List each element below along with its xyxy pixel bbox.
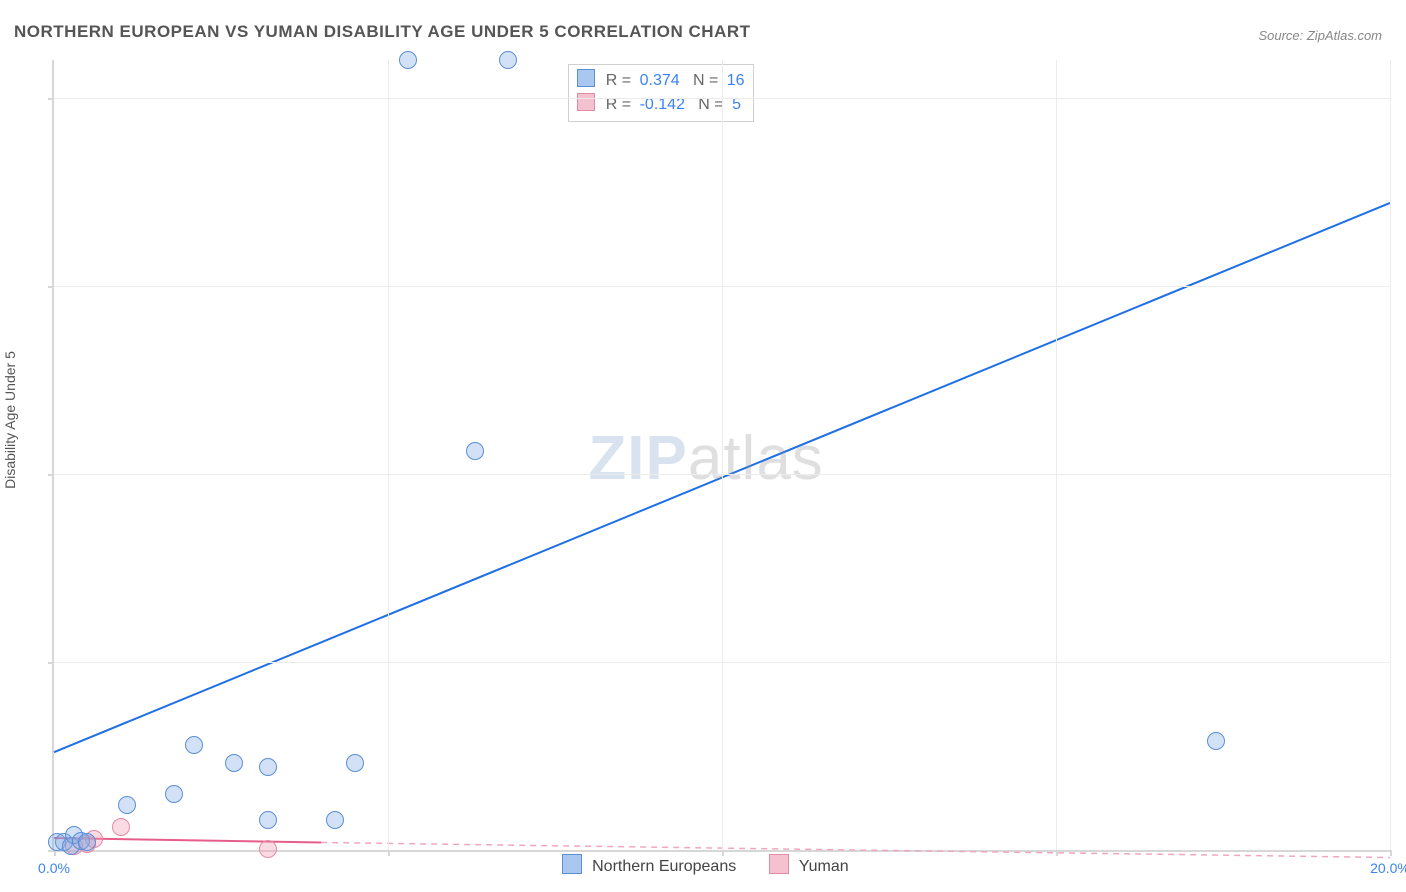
legend-swatch-series2 bbox=[769, 854, 789, 874]
stats-row-series2: R = -0.142 N = 5 bbox=[577, 93, 744, 117]
tick-y bbox=[48, 286, 54, 288]
chart-plot-area: ZIPatlas R = 0.374 N = 16 R = -0.142 N =… bbox=[52, 60, 1390, 852]
scatter-point-series1 bbox=[185, 736, 203, 754]
legend-item-series2: Yuman bbox=[769, 854, 849, 876]
scatter-point-series1 bbox=[466, 442, 484, 460]
y-tick-label: 75.0% bbox=[1396, 278, 1406, 294]
tick-y bbox=[48, 662, 54, 664]
stat-n-series1: 16 bbox=[727, 72, 745, 89]
gridline-vertical bbox=[1056, 60, 1057, 850]
stats-row-series1: R = 0.374 N = 16 bbox=[577, 69, 744, 93]
swatch-series1 bbox=[577, 69, 595, 87]
y-axis-title: Disability Age Under 5 bbox=[2, 351, 18, 489]
gridline-vertical bbox=[1390, 60, 1391, 850]
scatter-point-series1 bbox=[1207, 732, 1225, 750]
chart-title: NORTHERN EUROPEAN VS YUMAN DISABILITY AG… bbox=[14, 22, 751, 42]
y-tick-label: 25.0% bbox=[1396, 654, 1406, 670]
stat-r-series1: 0.374 bbox=[640, 72, 680, 89]
tick-x bbox=[1390, 850, 1392, 856]
bottom-legend: Northern Europeans Yuman bbox=[562, 854, 877, 876]
legend-item-series1: Northern Europeans bbox=[562, 854, 737, 876]
swatch-series2 bbox=[577, 93, 595, 111]
scatter-point-series2 bbox=[112, 818, 130, 836]
tick-y bbox=[48, 474, 54, 476]
scatter-point-series2 bbox=[259, 840, 277, 858]
legend-label-series2: Yuman bbox=[799, 858, 849, 875]
scatter-point-series1 bbox=[499, 51, 517, 69]
legend-swatch-series1 bbox=[562, 854, 582, 874]
scatter-point-series1 bbox=[259, 758, 277, 776]
scatter-point-series1 bbox=[118, 796, 136, 814]
source-label: Source: ZipAtlas.com bbox=[1258, 28, 1382, 43]
scatter-point-series1 bbox=[165, 785, 183, 803]
tick-x bbox=[1056, 850, 1058, 856]
scatter-point-series1 bbox=[399, 51, 417, 69]
x-tick-label: 20.0% bbox=[1370, 860, 1406, 876]
gridline-vertical bbox=[388, 60, 389, 850]
scatter-point-series1 bbox=[259, 811, 277, 829]
tick-x bbox=[388, 850, 390, 856]
y-tick-label: 50.0% bbox=[1396, 466, 1406, 482]
x-tick-label: 0.0% bbox=[38, 860, 70, 876]
y-tick-label: 100.0% bbox=[1396, 90, 1406, 106]
tick-x bbox=[722, 850, 724, 856]
scatter-point-series1 bbox=[78, 833, 96, 851]
tick-y bbox=[48, 98, 54, 100]
scatter-point-series1 bbox=[346, 754, 364, 772]
legend-label-series1: Northern Europeans bbox=[592, 858, 736, 875]
gridline-vertical bbox=[722, 60, 723, 850]
scatter-point-series1 bbox=[225, 754, 243, 772]
scatter-point-series1 bbox=[326, 811, 344, 829]
stats-legend-box: R = 0.374 N = 16 R = -0.142 N = 5 bbox=[568, 64, 753, 122]
